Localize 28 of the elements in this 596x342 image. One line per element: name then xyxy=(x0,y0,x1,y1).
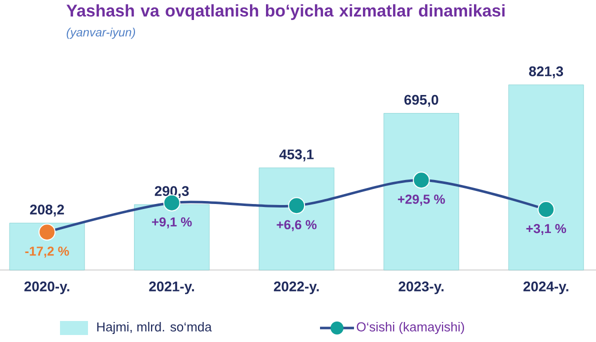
legend-label: Hajmi, mlrd. so‘mda xyxy=(97,322,212,334)
bar xyxy=(9,222,85,270)
bar xyxy=(384,113,460,270)
point xyxy=(38,224,56,241)
data-label: +6,6 % xyxy=(276,220,317,232)
legend-label: O‘sishi (kamayishi) xyxy=(356,322,464,334)
bar xyxy=(258,168,334,270)
x-tick-label: 2023-y. xyxy=(398,282,444,294)
data-label: 453,1 xyxy=(279,149,314,162)
x-tick-label: 2020-y. xyxy=(24,282,70,294)
data-label: -17,2 % xyxy=(25,246,69,258)
data-label: +9,1 % xyxy=(152,217,192,228)
chart-title: Yashash va ovqatlanish bo‘yicha xizmatlar dinamikasi xyxy=(66,4,505,20)
data-label: 208,2 xyxy=(30,204,64,217)
data-label: +29,5 % xyxy=(398,194,445,206)
x-tick-label: 2021-y. xyxy=(149,282,194,294)
data-label: +3,1 % xyxy=(526,224,566,236)
bar xyxy=(508,84,584,270)
data-label: 821,3 xyxy=(529,66,564,78)
data-label: 290,3 xyxy=(154,186,189,198)
point xyxy=(288,197,306,214)
x-tick-label: 2024-y. xyxy=(523,282,568,294)
point xyxy=(538,200,555,218)
x-tick-label: 2022-y. xyxy=(274,282,319,294)
data-label: 695,0 xyxy=(404,94,438,107)
chart-subtitle: (yanvar-iyun) xyxy=(66,28,136,39)
point xyxy=(412,172,430,189)
bar xyxy=(134,204,210,270)
